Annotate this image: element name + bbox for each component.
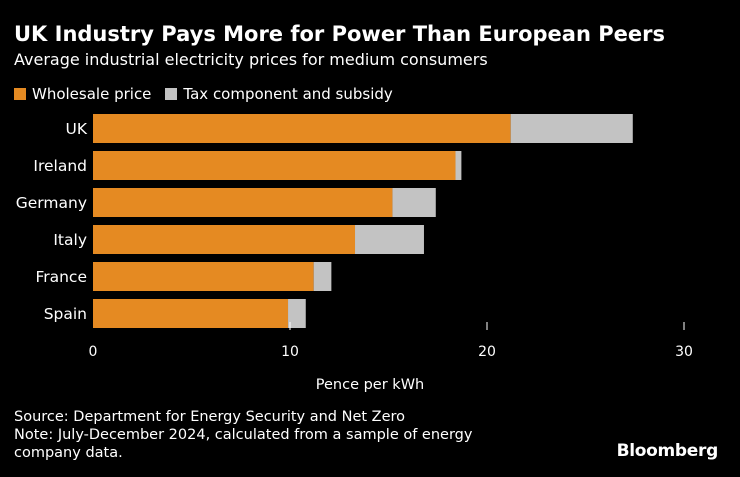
bar-germany-tax: [392, 188, 436, 217]
bloomberg-logo: Bloomberg: [616, 441, 719, 461]
legend-swatch-tax: [165, 88, 178, 100]
category-label-germany: Germany: [16, 194, 87, 212]
bar-italy-wholesale: [93, 225, 356, 254]
category-label-italy: Italy: [53, 231, 87, 249]
bar-spain-tax: [288, 299, 306, 328]
chart-title: UK Industry Pays More for Power Than Eur…: [14, 22, 665, 46]
category-label-uk: UK: [65, 120, 87, 138]
category-label-france: France: [35, 268, 87, 286]
bar-germany-wholesale: [93, 188, 393, 217]
legend-label-wholesale: Wholesale price: [32, 85, 152, 103]
bar-france-wholesale: [93, 262, 314, 291]
x-axis-label: Pence per kWh: [316, 377, 424, 393]
x-tick-label-20: 20: [478, 344, 496, 360]
x-tick-label-0: 0: [89, 344, 98, 360]
bar-uk-tax: [510, 114, 633, 143]
bar-chart: UK Ireland Germany Italy France Spain 0 10 20 30 P…: [16, 114, 693, 393]
bar-spain-wholesale: [93, 299, 289, 328]
methodology-note: Note: July-December 2024, calculated fro…: [14, 427, 473, 461]
bar-uk-wholesale: [93, 114, 511, 143]
chart-subtitle: Average industrial electricity prices fo…: [14, 50, 488, 69]
bar-ireland-wholesale: [93, 151, 456, 180]
legend-swatch-wholesale: [14, 88, 26, 100]
legend: Wholesale price Tax component and subsid…: [14, 84, 407, 104]
source-note: Source: Department for Energy Security a…: [14, 409, 406, 425]
footer-notes: Source: Department for Energy Security a…: [14, 408, 534, 462]
category-label-spain: Spain: [44, 305, 87, 323]
bar-italy-tax: [355, 225, 424, 254]
category-label-ireland: Ireland: [33, 157, 87, 175]
x-tick-label-30: 30: [675, 344, 693, 360]
bar-ireland-tax: [455, 151, 462, 180]
legend-label-tax: Tax component and subsidy: [183, 85, 393, 103]
bar-france-tax: [313, 262, 332, 291]
legend-item-tax: Tax component and subsidy: [165, 85, 393, 103]
legend-item-wholesale: Wholesale price: [14, 85, 151, 103]
x-tick-label-10: 10: [281, 344, 299, 360]
